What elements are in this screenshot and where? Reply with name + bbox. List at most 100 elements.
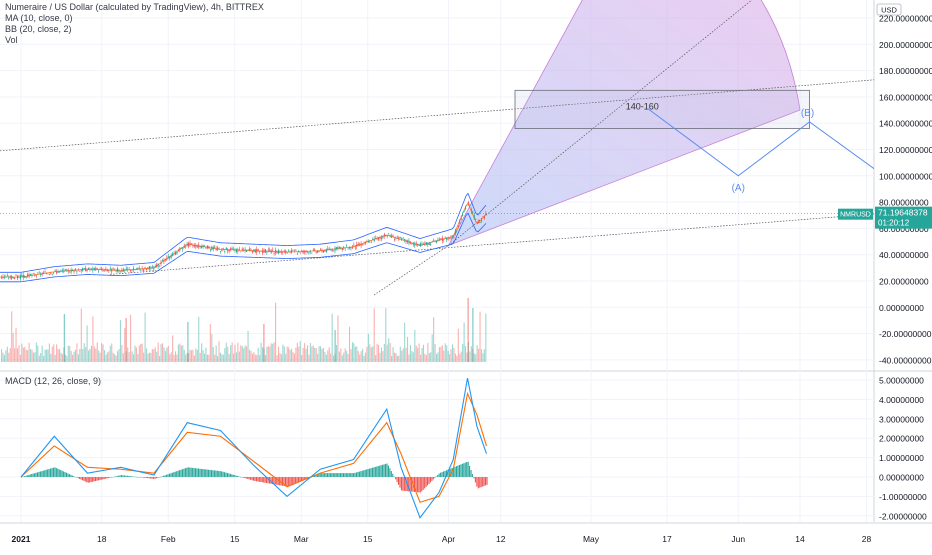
volume-bar (146, 348, 148, 362)
volume-bar (444, 343, 446, 362)
candle-body (359, 244, 361, 246)
macd-histogram-bar (80, 477, 82, 480)
macd-histogram-bar (424, 477, 426, 489)
volume-bar (443, 350, 445, 362)
macd-histogram-bar (180, 469, 182, 477)
candle-body (385, 235, 387, 236)
macd-histogram-bar (70, 474, 72, 477)
candle-body (295, 249, 297, 251)
candle-body (28, 274, 30, 277)
candle-body (398, 236, 400, 240)
legend-ma[interactable]: MA (10, close, 0) (5, 13, 73, 23)
symbol-tag-label[interactable]: NMRUSD (840, 212, 871, 219)
candle-body (83, 268, 85, 270)
volume-bar (67, 345, 69, 362)
time-tick-label: 17 (662, 534, 672, 544)
candle-body (204, 246, 206, 247)
candle-body (44, 271, 46, 273)
macd-histogram-bar (183, 468, 185, 477)
candle-body (230, 248, 232, 250)
volume-bar (169, 354, 171, 362)
candle-body (179, 248, 181, 251)
candle-body (380, 237, 382, 239)
volume-bar (418, 343, 420, 362)
macd-histogram-bar (144, 477, 146, 478)
candle-body (343, 246, 345, 248)
macd-histogram-bar (466, 462, 468, 477)
macd-histogram-bar (382, 464, 384, 477)
volume-bar (138, 345, 140, 362)
candle-body (67, 269, 69, 272)
symbol-tag[interactable] (838, 208, 873, 220)
candle-body (137, 267, 139, 269)
volume-bar-spike (334, 330, 336, 362)
legend-bb[interactable]: BB (20, close, 2) (5, 24, 72, 34)
candle-body (304, 251, 306, 253)
candle-body (212, 246, 214, 250)
volume-bar (375, 355, 377, 362)
macd-histogram-bar (21, 477, 23, 478)
macd-histogram-bar (270, 477, 272, 484)
macd-histogram-bar (51, 468, 53, 477)
volume-bar (370, 347, 372, 362)
volume-bar (267, 346, 269, 362)
currency-label[interactable]: USD (881, 6, 897, 15)
candle-body (146, 268, 148, 270)
macd-histogram-bar (369, 468, 371, 477)
macd-histogram-bar (166, 474, 168, 477)
candle-body (214, 247, 216, 248)
legend-vol[interactable]: Vol (5, 35, 18, 45)
macd-histogram-bar (277, 477, 279, 486)
volume-bar (132, 354, 135, 362)
macd-histogram-bar (212, 470, 214, 477)
volume-bar (228, 354, 230, 362)
price-tag-value[interactable]: 71.19648378 (878, 208, 928, 218)
volume-bar (295, 347, 297, 362)
volume-bar (140, 343, 142, 362)
volume-bar (121, 344, 123, 362)
candle-body (92, 267, 94, 271)
volume-bar (273, 342, 275, 362)
price-tick-label: -40.00000000 (879, 355, 932, 365)
macd-histogram-bar (55, 468, 57, 477)
macd-histogram-bar (340, 473, 342, 477)
volume-bar (227, 346, 229, 362)
candle-body (367, 240, 369, 242)
macd-histogram-bar (306, 477, 308, 479)
candle-body (395, 237, 397, 239)
candle-body (59, 271, 61, 272)
macd-histogram-bar (148, 477, 150, 479)
volume-bar (69, 345, 71, 362)
legend-title[interactable]: Numeraire / US Dollar (calculated by Tra… (5, 2, 264, 12)
price-tag-countdown[interactable]: 01:20:12 (878, 219, 910, 228)
volume-bar (130, 314, 132, 362)
candle-body (66, 269, 68, 270)
macd-histogram-bar (45, 469, 47, 477)
volume-bar (31, 349, 33, 362)
candle-body (263, 249, 265, 253)
candle-body (293, 251, 295, 253)
volume-bar (312, 345, 314, 362)
candle-body (469, 205, 471, 207)
volume-bar (115, 355, 117, 362)
legend-macd-title[interactable]: MACD (12, 26, close, 9) (5, 376, 102, 386)
macd-pane (20, 377, 488, 519)
macd-histogram-bar (152, 477, 155, 479)
currency-badge[interactable] (876, 3, 902, 16)
macd-histogram-bar (440, 472, 442, 477)
volume-bar (45, 349, 48, 362)
price-tag[interactable] (875, 206, 932, 229)
volume-bar (89, 348, 91, 362)
volume-bar (378, 344, 380, 362)
candle-body (109, 268, 111, 270)
candle-body (246, 250, 248, 252)
macd-histogram-bar (123, 475, 126, 477)
candle-body (480, 220, 483, 222)
candle-body (277, 250, 280, 254)
volume-bar (318, 346, 320, 362)
macd-histogram-bar (157, 477, 159, 478)
macd-histogram-bar (131, 476, 133, 477)
macd-histogram-bar (322, 473, 324, 477)
volume-bar (456, 355, 458, 362)
